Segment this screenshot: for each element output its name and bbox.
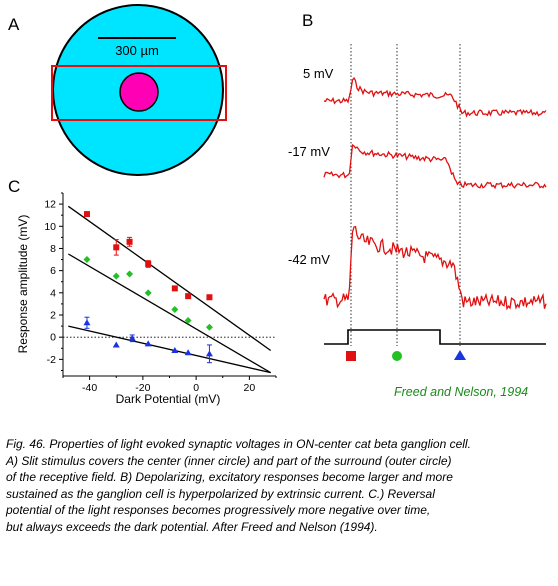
y-tick-label: 0 [50,332,56,344]
panel-a-letter: A [8,15,20,34]
square-point [145,260,152,267]
y-tick-label: 10 [44,221,56,233]
panel-b-letter: B [302,11,313,30]
trace-label-3: -42 mV [288,252,330,267]
square-point [113,244,120,251]
figure-caption: Fig. 46. Properties of light evoked syna… [6,436,554,536]
x-tick-label: 20 [244,382,256,394]
triangle-marker [454,350,466,360]
caption-line: of the receptive field. B) Depolarizing,… [6,470,453,485]
y-tick-label: 6 [50,265,56,277]
trace-label-2: -17 mV [288,144,330,159]
triangle-point [205,350,213,357]
caption-line: A) Slit stimulus covers the center (inne… [6,453,452,468]
slit-stimulus [51,65,227,121]
x-tick-label: -40 [82,382,97,394]
caption-line: Fig. 46. Properties of light evoked syna… [6,437,471,451]
square-fit-line [67,205,272,352]
receptive-field-center [119,72,159,112]
triangle-point [83,319,91,326]
diamond-point [144,289,152,297]
triangle-point [171,346,179,353]
square-point [83,211,90,218]
diamond-fit-line [67,253,272,374]
diamond-point [112,272,120,280]
x-tick-label: 0 [193,382,199,394]
caption-line: potential of the light responses becomes… [6,503,431,518]
triangle-point [184,349,192,356]
square-point [185,293,192,300]
y-tick-label: 4 [50,287,56,299]
citation-credit: Freed and Nelson, 1994 [394,385,528,399]
y-tick-label: 2 [50,310,56,322]
square-marker [346,351,356,361]
figure: A 300 µm B 5 mV -17 mV -42 mV Freed and … [8,4,547,406]
square-point [206,294,213,301]
voltage-trace-1 [323,76,547,118]
stimulus-trace [324,329,546,345]
y-axis-label: Response amplitude (mV) [16,215,30,354]
caption-line: sustained as the ganglion cell is hyperp… [6,486,435,501]
panel-b: B 5 mV -17 mV -42 mV Freed and Nelson, 1… [288,11,547,399]
diamond-point [83,256,91,264]
square-point [126,238,133,245]
voltage-trace-2 [323,143,547,190]
diamond-point [171,305,179,313]
y-tick-label: 8 [50,243,56,255]
triangle-fit-line [68,325,271,374]
scale-bar-label: 300 µm [115,43,159,58]
diamond-point [126,270,134,278]
y-tick-label: 12 [44,199,56,211]
circle-marker [392,351,402,361]
diamond-point [205,323,213,331]
voltage-trace-3 [323,225,547,311]
panel-a: A 300 µm [8,4,227,176]
trace-label-1: 5 mV [303,66,334,81]
diamond-point [184,317,192,325]
caption-line: but always exceeds the dark potential. A… [6,519,378,534]
y-tick-label: -2 [47,354,56,366]
triangle-point [112,341,120,348]
x-axis-label: Dark Potential (mV) [116,392,221,406]
panel-c-letter: C [8,177,20,196]
x-tick-label: -20 [135,382,150,394]
square-point [171,285,178,292]
triangle-point [128,334,136,341]
triangle-point [144,340,152,347]
